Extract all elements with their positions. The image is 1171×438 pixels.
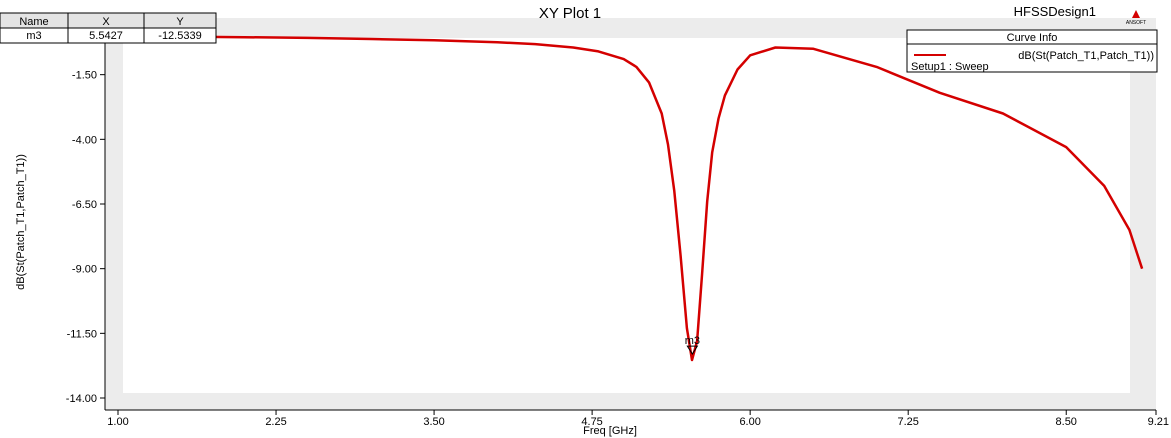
marker-layer: m3 (685, 335, 700, 356)
marker-table-header-name: Name (19, 16, 48, 28)
marker-table-header-x: X (102, 16, 110, 28)
series-line-0 (117, 34, 1144, 362)
ansoft-logo-text: ANSOFT (1126, 20, 1146, 26)
legend: Curve Info dB(St(Patch_T1,Patch_T1)) Set… (906, 29, 1158, 73)
y-tick-label: -14.00 (66, 393, 97, 405)
x-tick-label: 3.50 (423, 416, 444, 428)
design-name: HFSSDesign1 (1014, 4, 1096, 19)
x-tick-label: 2.25 (265, 416, 286, 428)
marker-table-cell-name: m3 (26, 30, 41, 42)
y-tick-label: -11.50 (67, 328, 97, 340)
marker-table-cell-x: 5.5427 (89, 30, 123, 42)
marker-table-cell-y: -12.5339 (158, 30, 201, 42)
y-tick-label: -6.50 (72, 199, 97, 211)
y-tick-label: -1.50 (72, 70, 97, 82)
x-tick-label: 4.75 (581, 416, 602, 428)
marker-m3-icon (686, 345, 699, 356)
legend-box (906, 29, 1158, 73)
x-tick-label: 7.25 (897, 416, 918, 428)
legend-subtitle: Setup1 : Sweep (911, 61, 989, 73)
marker-m3-label: m3 (685, 335, 700, 347)
series-layer (117, 34, 1144, 362)
y-axis-label: dB(St(Patch_T1,Patch_T1)) (15, 154, 27, 290)
marker-table: Name X Y m3 5.5427 -12.5339 (0, 12, 217, 44)
ansoft-logo-icon: ANSOFT (1126, 10, 1146, 26)
legend-entry: dB(St(Patch_T1,Patch_T1)) (1018, 50, 1154, 62)
x-axis-label: Freq [GHz] (583, 425, 637, 437)
x-axis-ticks: 1.00 2.25 3.50 4.75 6.00 7.25 8.50 9.21 (107, 410, 1169, 428)
plot-area (123, 38, 1130, 393)
legend-header: Curve Info (1007, 32, 1058, 44)
chart-title: XY Plot 1 (539, 5, 601, 22)
x-tick-label: 9.21 (1148, 416, 1169, 428)
y-tick-label: -4.00 (72, 134, 97, 146)
y-tick-label: -9.00 (72, 264, 97, 276)
x-tick-label: 6.00 (739, 416, 760, 428)
marker-table-header-y: Y (176, 16, 184, 28)
y-axis-ticks: -1.50 -4.00 -6.50 -9.00 -11.50 -14.00 (66, 70, 105, 405)
marker-table-header-row (0, 12, 217, 29)
x-tick-label: 1.00 (107, 416, 128, 428)
x-tick-label: 8.50 (1056, 416, 1077, 428)
